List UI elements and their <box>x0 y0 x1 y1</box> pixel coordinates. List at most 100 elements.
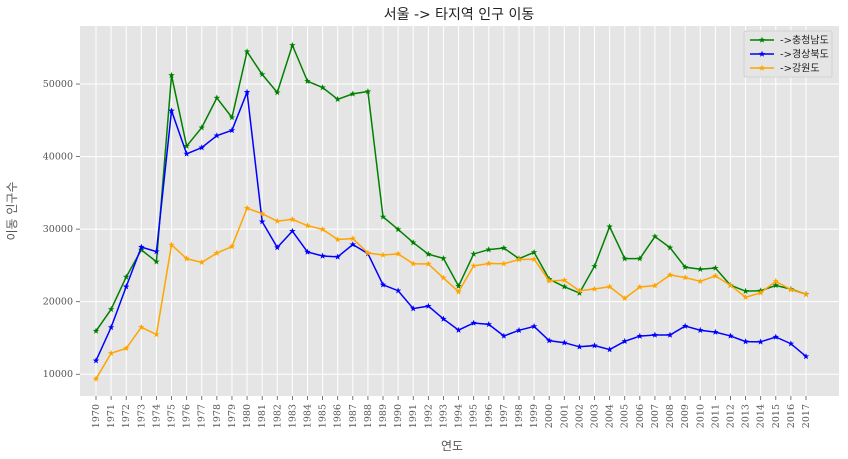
data-point <box>425 260 432 267</box>
x-tick-label: 2006 <box>635 404 646 428</box>
data-point <box>168 107 175 114</box>
tick-layer: 10000 20000 30000 40000 50000 1970 1971 1972 197… <box>43 79 812 428</box>
data-point <box>410 305 417 312</box>
x-tick-label: 2011 <box>710 404 721 428</box>
x-tick-label: 2000 <box>544 404 555 428</box>
data-point <box>153 331 160 338</box>
x-tick-label: 1991 <box>408 404 419 428</box>
data-point <box>742 287 749 294</box>
legend-marker <box>758 50 766 57</box>
data-point <box>485 320 492 328</box>
data-point <box>621 294 628 302</box>
x-tick-label: 1998 <box>514 404 525 428</box>
x-tick-label: 2015 <box>771 404 782 428</box>
x-tick-label: 1971 <box>106 404 117 428</box>
x-tick-label: 1995 <box>469 404 480 428</box>
x-tick-label: 1999 <box>529 404 540 428</box>
data-point <box>138 243 145 250</box>
data-point <box>138 323 145 330</box>
legend-label: ->강원도 <box>780 63 820 75</box>
data-point <box>712 328 719 335</box>
data-point <box>576 287 583 294</box>
data-point <box>545 337 553 344</box>
data-point <box>289 216 296 223</box>
data-point <box>198 144 205 151</box>
data-point <box>606 346 613 353</box>
data-point <box>727 281 734 288</box>
data-point <box>138 246 145 253</box>
y-tick-label: 20000 <box>43 297 73 308</box>
data-point <box>410 239 417 246</box>
data-point <box>183 255 190 262</box>
x-tick-label: 1994 <box>454 404 465 428</box>
x-tick-label: 1996 <box>484 404 495 428</box>
data-point <box>681 322 689 329</box>
data-point <box>379 281 387 288</box>
x-tick-label: 2004 <box>605 404 616 428</box>
data-point <box>485 260 492 267</box>
data-point <box>470 262 477 269</box>
data-point <box>621 337 628 345</box>
data-point <box>153 248 160 255</box>
series-layer <box>92 41 810 382</box>
x-tick-label: 2003 <box>590 404 601 428</box>
data-point <box>606 223 613 230</box>
x-tick-label: 1980 <box>242 404 253 428</box>
data-point <box>349 241 357 248</box>
data-point <box>772 281 780 289</box>
data-point <box>92 375 100 382</box>
x-tick-label: 2007 <box>650 404 661 428</box>
data-point <box>545 277 553 284</box>
data-point <box>455 326 462 333</box>
data-point <box>515 256 523 263</box>
series-line <box>95 43 807 332</box>
x-tick-label: 1997 <box>499 404 510 428</box>
data-point <box>485 246 492 253</box>
legend-marker <box>758 64 766 71</box>
data-point <box>757 338 764 345</box>
x-tick-label: 1992 <box>423 404 434 428</box>
y-tick-label: 50000 <box>43 79 73 90</box>
x-tick-label: 2012 <box>725 404 736 428</box>
data-point <box>258 218 266 225</box>
x-tick-label: 2002 <box>574 404 585 428</box>
series-line <box>95 207 807 380</box>
data-point <box>304 222 311 229</box>
data-point <box>334 95 341 103</box>
data-point <box>274 217 281 224</box>
y-tick-label: 30000 <box>43 224 73 235</box>
data-point <box>228 243 236 250</box>
x-tick-label: 1988 <box>363 404 374 428</box>
data-point <box>379 251 387 258</box>
data-point <box>349 235 357 242</box>
data-point <box>576 289 583 296</box>
data-point <box>274 89 281 96</box>
data-point <box>243 88 251 95</box>
data-point <box>440 274 447 281</box>
x-tick-label: 1981 <box>257 404 268 428</box>
data-point <box>455 288 462 295</box>
x-axis-label: 연도 <box>441 439 463 453</box>
data-point <box>440 255 447 262</box>
data-point <box>334 253 341 260</box>
x-tick-label: 2017 <box>801 404 812 428</box>
x-tick-label: 1986 <box>333 404 344 428</box>
data-point <box>651 331 659 338</box>
data-point <box>530 248 538 256</box>
data-point <box>666 244 674 251</box>
data-point <box>455 282 462 289</box>
data-point <box>561 276 568 284</box>
data-point <box>243 48 251 55</box>
x-tick-label: 1975 <box>167 404 178 428</box>
data-point <box>681 274 689 281</box>
data-point <box>228 126 236 134</box>
data-point <box>772 277 780 284</box>
data-point <box>666 331 674 338</box>
x-tick-label: 1972 <box>121 404 132 428</box>
data-point <box>727 332 734 339</box>
data-point <box>394 250 402 257</box>
data-point <box>122 283 130 290</box>
data-point <box>122 273 130 280</box>
data-point <box>168 241 175 248</box>
